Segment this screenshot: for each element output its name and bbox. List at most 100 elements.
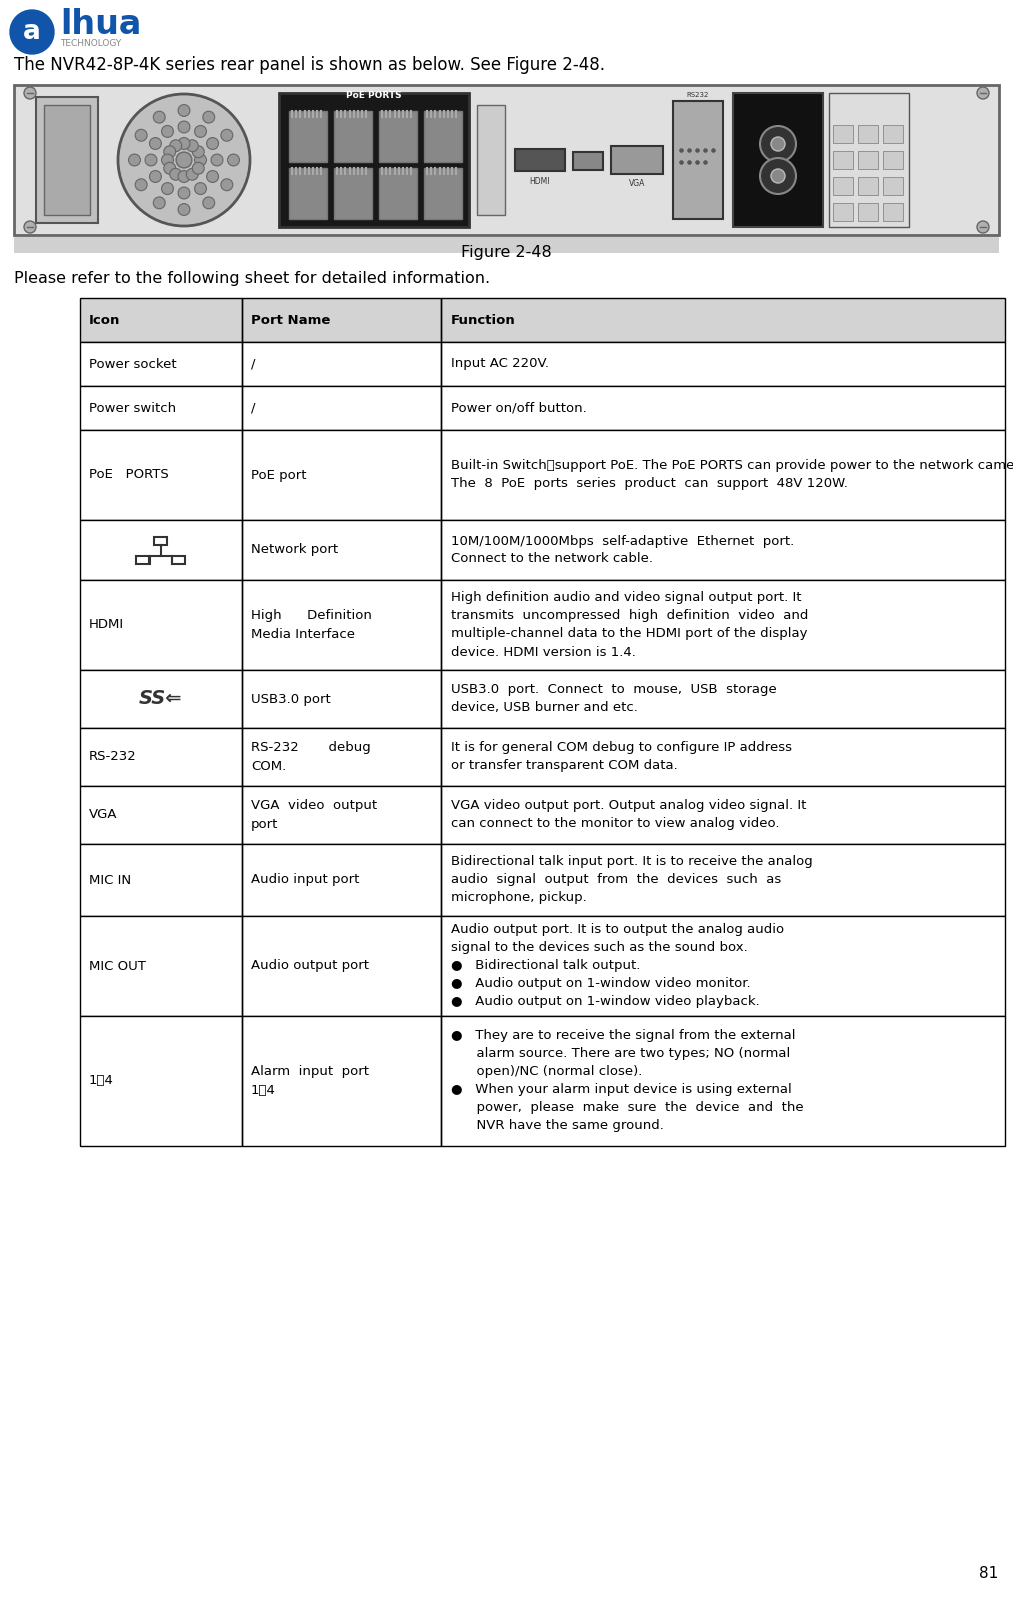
Circle shape <box>118 94 250 225</box>
Bar <box>80 342 242 385</box>
Bar <box>858 125 878 142</box>
Bar <box>424 110 462 161</box>
Text: 1～4: 1～4 <box>89 1075 113 1087</box>
Text: The NVR42-8P-4K series rear panel is shown as below. See Figure 2-48.: The NVR42-8P-4K series rear panel is sho… <box>14 56 605 74</box>
Bar <box>14 237 999 253</box>
Circle shape <box>207 171 219 182</box>
Bar <box>172 556 185 564</box>
Text: lhua: lhua <box>60 8 142 42</box>
Circle shape <box>228 154 239 166</box>
Bar <box>242 844 441 916</box>
Circle shape <box>153 197 165 209</box>
Text: Port Name: Port Name <box>251 313 330 326</box>
Bar <box>441 297 1005 342</box>
Text: RS-232       debug
COM.: RS-232 debug COM. <box>251 740 371 772</box>
Circle shape <box>207 138 219 149</box>
Circle shape <box>164 163 175 174</box>
Circle shape <box>203 112 215 123</box>
Bar <box>441 916 1005 1015</box>
Bar <box>833 203 853 221</box>
Bar <box>80 916 242 1015</box>
Bar <box>883 203 903 221</box>
Text: a: a <box>23 19 41 45</box>
Text: Input AC 220V.: Input AC 220V. <box>451 358 549 371</box>
Bar <box>441 728 1005 787</box>
Bar <box>441 844 1005 916</box>
Bar <box>242 385 441 430</box>
Text: MIC OUT: MIC OUT <box>89 959 146 972</box>
Bar <box>44 106 90 214</box>
Circle shape <box>211 154 223 166</box>
Bar <box>441 520 1005 580</box>
Circle shape <box>135 130 147 141</box>
Bar <box>36 98 98 222</box>
Bar <box>441 580 1005 670</box>
Bar <box>14 85 999 235</box>
Circle shape <box>221 179 233 190</box>
Bar <box>441 1015 1005 1146</box>
Bar <box>242 1015 441 1146</box>
Circle shape <box>192 146 205 158</box>
Text: Figure 2-48: Figure 2-48 <box>461 245 552 259</box>
Text: Power on/off button.: Power on/off button. <box>451 401 587 414</box>
Bar <box>80 297 242 342</box>
Bar <box>441 1015 1005 1146</box>
Bar <box>80 580 242 670</box>
Bar <box>80 1015 242 1146</box>
Bar <box>833 150 853 169</box>
Bar <box>242 916 441 1015</box>
Bar <box>242 787 441 844</box>
Bar <box>733 93 823 227</box>
Bar <box>833 125 853 142</box>
Bar <box>80 430 242 520</box>
Circle shape <box>10 10 54 54</box>
Bar <box>477 106 505 214</box>
Bar <box>833 177 853 195</box>
Circle shape <box>161 154 173 166</box>
Bar <box>573 152 603 169</box>
Bar <box>80 385 242 430</box>
Bar <box>80 385 242 430</box>
Bar <box>242 787 441 844</box>
Bar <box>441 342 1005 385</box>
Bar <box>289 110 327 161</box>
Text: SS⇐: SS⇐ <box>139 689 182 708</box>
Circle shape <box>24 86 36 99</box>
Text: Power socket: Power socket <box>89 358 176 371</box>
Bar <box>441 385 1005 430</box>
Bar <box>80 728 242 787</box>
Circle shape <box>161 182 173 195</box>
Bar <box>80 728 242 787</box>
Bar <box>289 168 327 219</box>
Bar <box>80 787 242 844</box>
Circle shape <box>150 138 161 149</box>
Text: RS-232: RS-232 <box>89 750 137 763</box>
Text: Function: Function <box>451 313 516 326</box>
Text: 81: 81 <box>979 1565 998 1581</box>
Bar <box>80 520 242 580</box>
Circle shape <box>178 138 190 149</box>
Text: /: / <box>251 401 255 414</box>
Bar <box>441 787 1005 844</box>
Text: HDMI: HDMI <box>530 176 550 185</box>
Bar <box>611 146 663 174</box>
Text: VGA video output port. Output analog video signal. It
can connect to the monitor: VGA video output port. Output analog vid… <box>451 800 806 830</box>
Bar <box>441 728 1005 787</box>
Text: 10M/100M/1000Mbps  self-adaptive  Ethernet  port.
Connect to the network cable.: 10M/100M/1000Mbps self-adaptive Ethernet… <box>451 534 794 566</box>
Bar <box>379 168 417 219</box>
Bar <box>441 430 1005 520</box>
Circle shape <box>164 146 175 158</box>
Text: VGA: VGA <box>629 179 645 187</box>
Bar <box>441 342 1005 385</box>
Text: VGA: VGA <box>89 809 118 822</box>
Bar <box>829 93 909 227</box>
Text: Bidirectional talk input port. It is to receive the analog
audio  signal  output: Bidirectional talk input port. It is to … <box>451 855 812 905</box>
Bar <box>80 1015 242 1146</box>
Bar <box>80 844 242 916</box>
Text: VGA  video  output
port: VGA video output port <box>251 800 377 831</box>
Bar <box>379 110 417 161</box>
Text: USB3.0 port: USB3.0 port <box>251 692 330 705</box>
Bar <box>242 916 441 1015</box>
Circle shape <box>178 187 190 198</box>
Circle shape <box>178 122 190 133</box>
